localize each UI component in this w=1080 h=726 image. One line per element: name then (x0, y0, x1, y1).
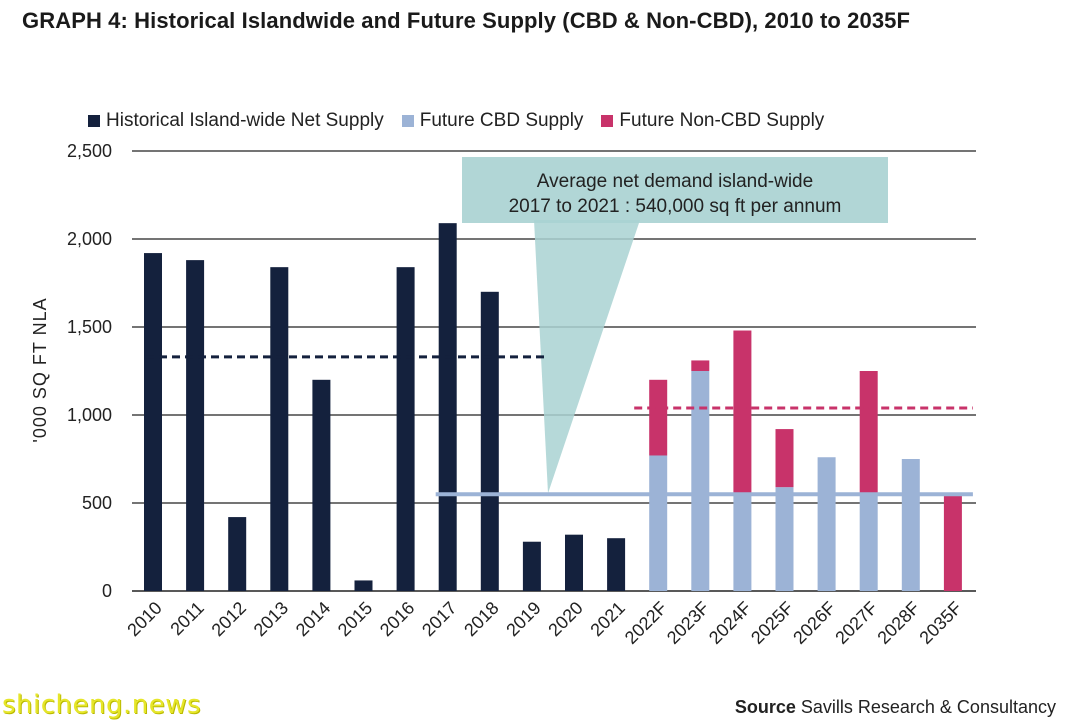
bar-noncbd (733, 330, 752, 495)
x-tick-label: 2018 (460, 598, 502, 640)
x-tick-label: 2035F (915, 598, 965, 648)
x-tick-label: 2011 (166, 598, 208, 640)
legend-swatch-noncbd (601, 115, 614, 127)
callout-box (462, 157, 888, 223)
callout-text-line: Average net demand island-wide (537, 171, 813, 192)
annotation-callout: Average net demand island-wide 2017 to 20… (462, 157, 888, 494)
legend-label-cbd: Future CBD Supply (419, 110, 584, 131)
y-tick-label: 0 (102, 581, 112, 601)
legend-item-noncbd: Future Non-CBD Supply (601, 110, 824, 132)
bar-cbd (775, 487, 794, 591)
bar-historical (396, 267, 415, 591)
source-text: Savills Research & Consultancy (800, 697, 1056, 717)
y-axis-title: '000 SQ FT NLA (30, 297, 50, 442)
bar-historical (522, 541, 541, 591)
watermark: shicheng.news (2, 690, 202, 720)
x-tick-label: 2013 (250, 598, 292, 640)
x-tick-label: 2022F (621, 598, 671, 648)
bar-noncbd (649, 379, 668, 456)
x-tick-label: 2015 (334, 598, 376, 640)
bar-historical (228, 517, 247, 591)
legend-item-historical: Historical Island-wide Net Supply (88, 110, 384, 132)
x-tick-label: 2028F (873, 598, 923, 648)
y-tick-label: 2,000 (67, 229, 112, 249)
bar-historical (312, 379, 331, 591)
legend-swatch-cbd (401, 115, 414, 127)
x-tick-label: 2026F (789, 598, 839, 648)
x-tick-label: 2014 (292, 598, 334, 640)
legend: Historical Island-wide Net Supply Future… (88, 110, 824, 132)
bar-cbd (901, 459, 920, 591)
y-tick-label: 1,500 (67, 317, 112, 337)
y-tick-label: 1,000 (67, 405, 112, 425)
bar-cbd (817, 457, 836, 591)
bar-cbd (733, 494, 752, 591)
x-tick-label: 2025F (747, 598, 797, 648)
bar-layer (144, 223, 962, 591)
legend-item-cbd: Future CBD Supply (401, 110, 584, 132)
bar-noncbd (859, 371, 878, 496)
bar-historical (186, 260, 205, 591)
x-tick-label: 2016 (376, 598, 418, 640)
x-tick-label: 2019 (502, 598, 544, 640)
legend-label-historical: Historical Island-wide Net Supply (106, 110, 384, 131)
source-credit: Source Savills Research & Consultancy (735, 697, 1056, 718)
bar-cbd (691, 371, 710, 591)
x-tick-label: 2010 (123, 598, 165, 640)
x-tick-label: 2023F (663, 598, 713, 648)
source-label: Source (734, 697, 796, 717)
legend-swatch-historical (88, 115, 100, 127)
x-tick-label: 2012 (208, 598, 250, 640)
bar-noncbd (943, 495, 962, 591)
bar-cbd (859, 495, 878, 591)
bar-historical (607, 538, 626, 591)
bar-historical (354, 580, 373, 591)
bar-historical (565, 534, 583, 591)
bar-cbd (649, 455, 668, 591)
x-tick-label: 2017 (418, 598, 460, 640)
y-tick-label: 500 (82, 493, 112, 513)
callout-pointer (534, 220, 640, 494)
x-tick-label: 2020 (544, 598, 586, 640)
x-tick-label: 2027F (831, 598, 881, 648)
x-tick-label: 2024F (705, 598, 755, 648)
legend-label-noncbd: Future Non-CBD Supply (619, 110, 825, 131)
y-tick-label: 2,500 (67, 141, 112, 161)
bar-historical (144, 253, 162, 591)
bar-noncbd (775, 429, 794, 488)
bar-historical (270, 267, 289, 591)
reference-lines (146, 355, 973, 497)
bar-noncbd (691, 360, 710, 371)
callout-text-line: 2017 to 2021 : 540,000 sq ft per annum (509, 196, 842, 217)
bar-historical (438, 223, 457, 591)
chart-title: GRAPH 4: Historical Islandwide and Futur… (22, 8, 911, 33)
bar-historical (480, 291, 499, 591)
